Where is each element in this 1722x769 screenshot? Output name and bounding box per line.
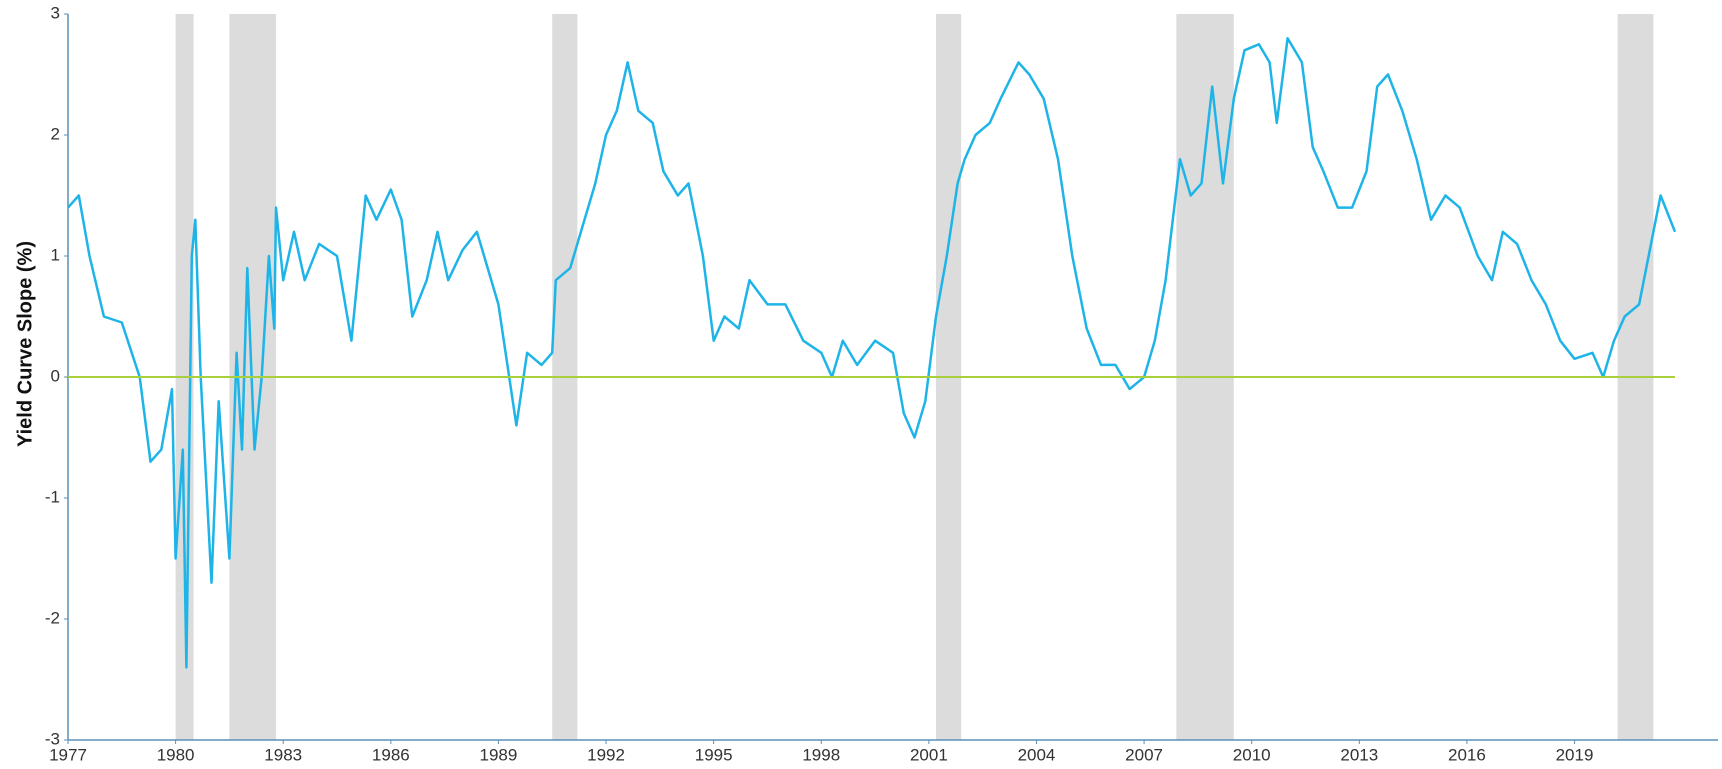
x-tick-label: 1992 <box>587 745 625 764</box>
x-tick-label: 2001 <box>910 745 948 764</box>
y-tick-label: 1 <box>51 245 60 264</box>
y-tick-label: 3 <box>51 3 60 22</box>
x-tick-label: 1977 <box>49 745 87 764</box>
x-tick-label: 2016 <box>1448 745 1486 764</box>
y-tick-label: 2 <box>51 124 60 143</box>
y-tick-label: -1 <box>45 487 60 506</box>
y-tick-label: -2 <box>45 608 60 627</box>
x-tick-label: 2007 <box>1125 745 1163 764</box>
x-tick-label: 2004 <box>1018 745 1056 764</box>
line <box>67 36 1677 669</box>
x-tick-label: 1983 <box>264 745 302 764</box>
y-axis-label: Yield Curve Slope (%) <box>14 241 36 447</box>
y-tick-label: -3 <box>45 729 60 748</box>
x-tick-label: 1980 <box>157 745 195 764</box>
y-tick-label: 0 <box>51 366 60 385</box>
x-tick-label: 2013 <box>1340 745 1378 764</box>
x-tick-label: 1998 <box>802 745 840 764</box>
x-tick-label: 2010 <box>1233 745 1271 764</box>
x-tick-label: 1995 <box>695 745 733 764</box>
x-tick-label: 1986 <box>372 745 410 764</box>
x-tick-label: 1989 <box>480 745 518 764</box>
x-tick-label: 2019 <box>1556 745 1594 764</box>
